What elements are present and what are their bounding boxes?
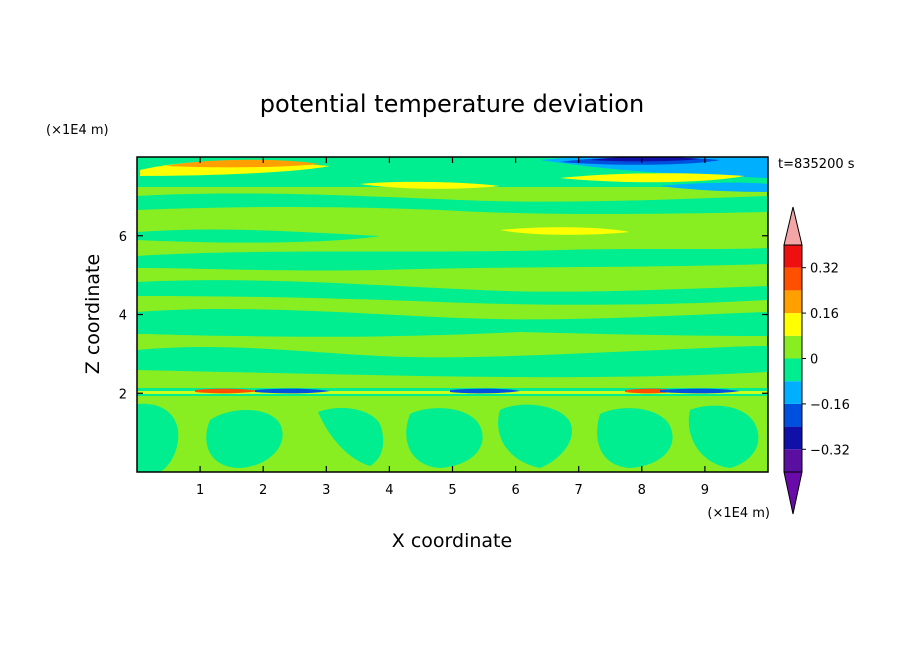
colorbar-segment [784, 449, 802, 472]
x-unit-label: (×1E4 m) [707, 506, 770, 521]
colorbar-tick-label: −0.32 [810, 443, 850, 458]
y-tick-label: 4 [119, 309, 127, 324]
field-patch [660, 388, 740, 394]
x-tick-label: 9 [701, 483, 709, 498]
colorbar-tick-label: 0 [810, 353, 818, 368]
field-patch [660, 182, 768, 192]
colorbar-tick-label: −0.16 [810, 398, 850, 413]
y-tick-label: 6 [119, 230, 127, 245]
colorbar-tick-label: 0.32 [810, 262, 839, 277]
colorbar: 0.32 0.16 0 −0.16 −0.32 [783, 206, 850, 515]
field-cell [688, 405, 759, 468]
field-patch [195, 388, 260, 394]
field-patch [165, 159, 320, 168]
y-axis-label: Z coordinate [82, 254, 104, 374]
x-ticks: 1 2 3 4 5 6 7 8 9 [196, 157, 709, 498]
field-patch [500, 227, 630, 235]
field-cell [137, 403, 179, 472]
x-tick-label: 2 [259, 483, 267, 498]
y-ticks: 2 4 6 [119, 230, 768, 402]
contour-field [137, 157, 768, 472]
colorbar-segment [784, 245, 802, 268]
colorbar-under-triangle [783, 471, 803, 515]
field-cell [597, 408, 673, 468]
field-patch [560, 173, 745, 183]
field-band [137, 308, 768, 337]
colorbar-segment [784, 403, 802, 427]
x-tick-label: 8 [638, 483, 646, 498]
field-layer [137, 391, 768, 394]
field-band [137, 280, 768, 305]
x-tick-label: 7 [575, 483, 583, 498]
field-band [137, 193, 768, 214]
field-band [137, 229, 380, 243]
x-tick-label: 5 [448, 483, 456, 498]
colorbar-segment [784, 313, 802, 336]
y-unit-label: (×1E4 m) [46, 123, 109, 138]
x-tick-label: 3 [322, 483, 330, 498]
colorbar-tick-label: 0.16 [810, 307, 839, 322]
field-patch [450, 388, 520, 394]
colorbar-segment [784, 358, 802, 382]
field-patch [590, 157, 700, 162]
x-tick-label: 6 [511, 483, 519, 498]
field-cell [498, 404, 572, 468]
field-band [137, 248, 768, 271]
colorbar-segment [784, 426, 802, 450]
x-tick-label: 1 [196, 483, 204, 498]
field-cell [406, 408, 483, 468]
x-axis-label: X coordinate [392, 530, 512, 552]
field-patch [360, 181, 500, 189]
field-cell [318, 408, 384, 466]
chart-title: potential temperature deviation [260, 90, 644, 118]
field-cell [206, 409, 283, 468]
time-label: t=835200 s [778, 157, 855, 172]
y-tick-label: 2 [119, 387, 127, 402]
colorbar-segment [784, 267, 802, 291]
x-tick-label: 4 [385, 483, 393, 498]
field-band [137, 346, 768, 378]
colorbar-segment [784, 335, 802, 359]
colorbar-over-triangle [783, 206, 803, 246]
colorbar-segment [784, 290, 802, 314]
field-patch [255, 388, 330, 394]
colorbar-segment [784, 381, 802, 404]
